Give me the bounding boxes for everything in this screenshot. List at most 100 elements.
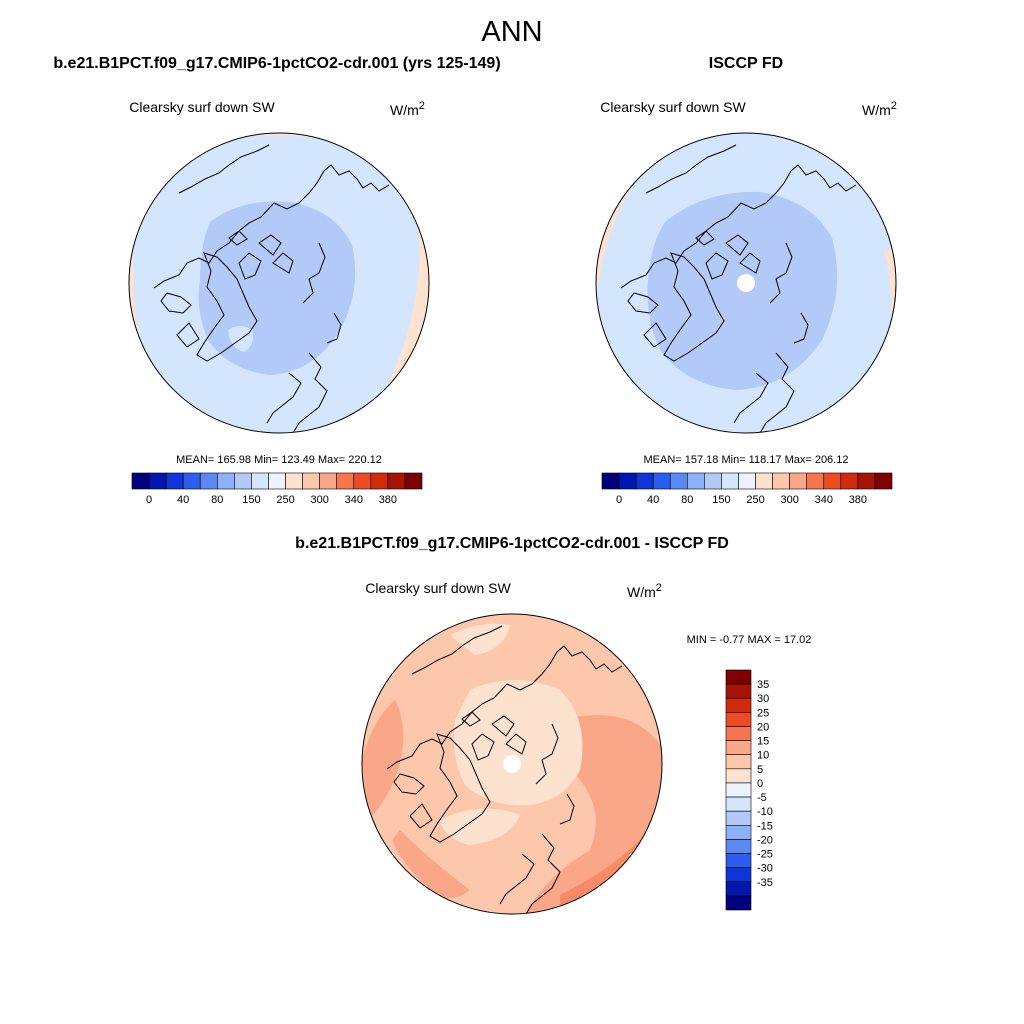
- figure-title: ANN: [481, 16, 542, 48]
- panel-obs-units: W/m2: [862, 100, 897, 118]
- colorbar-obs-swatch: [823, 472, 842, 490]
- colorbar-diff-swatch: [725, 712, 752, 727]
- colorbar-diff-swatch: [725, 782, 752, 798]
- peach-band: [440, 808, 520, 845]
- colorbar-diff-swatch: [725, 881, 752, 897]
- colorbar-diff-tick-label: 5: [757, 764, 763, 776]
- colorbar-obs-swatch: [686, 472, 705, 490]
- colorbar-model-tick-label: 0: [146, 494, 152, 506]
- colorbar-obs-tick-label: 150: [712, 494, 730, 506]
- panel-obs: ISCCP FD Clearsky surf down SW W/m2 MEAN…: [595, 55, 897, 506]
- colorbar-model: 0 40 80 150 250 300 340 380: [131, 472, 423, 506]
- colorbar-obs-swatch: [635, 472, 654, 490]
- colorbar-model-swatch: [131, 472, 150, 490]
- colorbar-obs-swatch: [704, 472, 722, 490]
- panel-diff-minmax: MIN = -0.77 MAX = 17.02: [687, 634, 812, 646]
- map-boundary: [595, 132, 897, 434]
- colorbar-model-swatch: [302, 472, 320, 490]
- panel-diff-units: W/m2: [627, 582, 662, 600]
- panel-diff: b.e21.B1PCT.f09_g17.CMIP6-1pctCO2-cdr.00…: [295, 535, 812, 915]
- colorbar-obs-swatch: [618, 472, 637, 490]
- colorbar-model-swatch: [387, 472, 406, 490]
- colorbar-obs-swatch: [669, 472, 688, 490]
- colorbar-model-swatch: [336, 472, 355, 490]
- colorbar-diff-tick-label: 20: [757, 721, 769, 733]
- colorbar-obs-tick-label: 340: [815, 494, 833, 506]
- colorbar-model-swatch: [165, 472, 184, 490]
- colorbar-diff-swatch: [725, 669, 752, 685]
- panel-model-variable: Clearsky surf down SW: [129, 99, 275, 115]
- peach-core: [453, 680, 583, 806]
- colorbar-model-swatch: [285, 472, 303, 490]
- panel-obs-stats: MEAN= 157.18 Min= 118.17 Max= 206.12: [644, 454, 849, 466]
- polar-map-model: [128, 132, 430, 434]
- colorbar-diff-tick-label: -25: [757, 849, 773, 861]
- colorbar-diff-tick-label: -5: [757, 792, 767, 804]
- colorbar-model-swatch: [234, 472, 252, 490]
- colorbar-diff-swatch: [725, 768, 752, 784]
- colorbar-obs-tick-label: 40: [647, 494, 659, 506]
- colorbar-diff-swatch: [725, 867, 752, 883]
- colorbar-diff-tick-label: -20: [757, 834, 773, 846]
- colorbar-diff-tick-label: -10: [757, 806, 773, 818]
- colorbar-diff-tick-label: 30: [757, 693, 769, 705]
- colorbar-model-tick-label: 80: [211, 494, 223, 506]
- no-data-pole: [503, 755, 521, 773]
- colorbar-diff: 35 30 25 20 15 10 5 0 -5 -10 -15 -20 -25 -30 -35: [725, 669, 773, 911]
- colorbar-model-swatch: [182, 472, 201, 490]
- no-data-pole: [737, 274, 755, 292]
- colorbar-model-swatch: [404, 472, 423, 490]
- colorbar-obs-swatch: [840, 472, 859, 490]
- peach-top: [450, 623, 510, 655]
- colorbar-model-swatch: [251, 472, 269, 490]
- map-boundary: [128, 132, 430, 434]
- colorbar-obs-swatch: [772, 472, 790, 490]
- colorbar-model-tick-label: 250: [276, 494, 294, 506]
- colorbar-obs-swatch: [806, 472, 825, 490]
- colorbar-model-tick-label: 40: [177, 494, 189, 506]
- colorbar-obs-tick-label: 300: [780, 494, 798, 506]
- colorbar-obs-tick-label: 250: [746, 494, 764, 506]
- colorbar-diff-swatch: [725, 740, 752, 756]
- colorbar-obs-swatch: [738, 472, 756, 490]
- colorbar-diff-swatch: [725, 810, 752, 826]
- colorbar-diff-swatch: [725, 754, 752, 770]
- colorbar-diff-tick-label: -35: [757, 877, 773, 889]
- colorbar-diff-swatch: [725, 895, 752, 911]
- colorbar-model-tick-label: 380: [379, 494, 397, 506]
- panel-model-header: b.e21.B1PCT.f09_g17.CMIP6-1pctCO2-cdr.00…: [53, 55, 500, 72]
- salmon-mid-bottom: [392, 830, 470, 898]
- colorbar-diff-swatch: [725, 726, 752, 741]
- panel-obs-header: ISCCP FD: [709, 55, 783, 72]
- colorbar-model-tick-label: 150: [242, 494, 260, 506]
- colorbar-obs-swatch: [789, 472, 808, 490]
- colorbar-diff-swatch: [725, 683, 752, 699]
- panel-obs-variable: Clearsky surf down SW: [600, 99, 746, 115]
- map-boundary: [361, 613, 663, 915]
- colorbar-model-swatch: [370, 472, 389, 490]
- panel-model-units: W/m2: [390, 100, 425, 118]
- colorbar-model-swatch: [148, 472, 167, 490]
- panel-model-stats: MEAN= 165.98 Min= 123.49 Max= 220.12: [176, 454, 382, 466]
- colorbar-diff-swatch: [725, 697, 752, 713]
- colorbar-obs-swatch: [652, 472, 671, 490]
- colorbar-model-swatch: [216, 472, 235, 490]
- colorbar-model-tick-label: 300: [310, 494, 328, 506]
- colorbar-model-swatch: [268, 472, 286, 490]
- colorbar-obs-tick-label: 0: [616, 494, 622, 506]
- salmon-mid-left: [362, 700, 404, 820]
- panel-diff-variable: Clearsky surf down SW: [365, 580, 511, 596]
- colorbar-diff-swatch: [725, 796, 752, 812]
- colorbar-diff-tick-label: 25: [757, 707, 769, 719]
- colorbar-model-swatch: [319, 472, 338, 490]
- colorbar-model-swatch: [199, 472, 218, 490]
- colorbar-obs-swatch: [601, 472, 620, 490]
- colorbar-diff-tick-label: -15: [757, 820, 773, 832]
- colorbar-diff-tick-label: -30: [757, 863, 773, 875]
- colorbar-obs-swatch: [721, 472, 739, 490]
- colorbar-model-swatch: [353, 472, 372, 490]
- colorbar-diff-swatch: [725, 824, 752, 840]
- polar-map-diff: [361, 613, 663, 915]
